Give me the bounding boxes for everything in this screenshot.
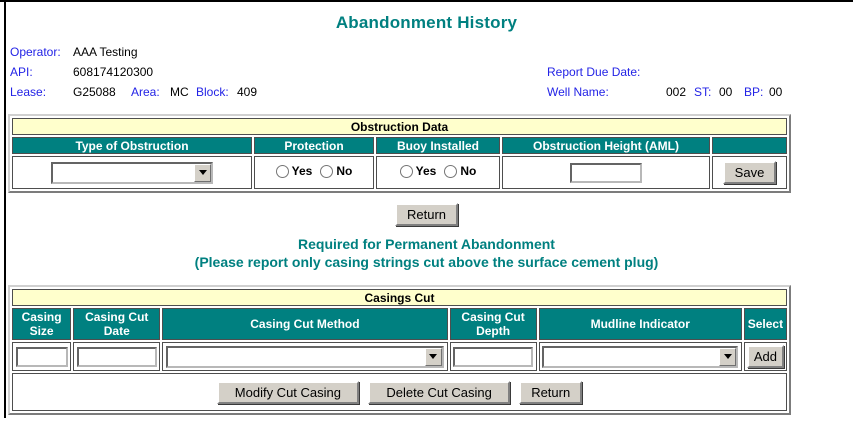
select-cell: Add (743, 342, 787, 371)
buoy-yes-radio[interactable] (399, 164, 413, 178)
obstruction-data-table: Obstruction Data Type of Obstruction Pro… (8, 114, 791, 193)
operator-value: AAA Testing (73, 45, 138, 59)
area-label: Area: (131, 85, 160, 99)
report-due-date-label: Report Due Date: (547, 65, 641, 79)
casing-cut-method-select[interactable] (167, 347, 442, 366)
delete-cut-casing-button[interactable]: Delete Cut Casing (368, 380, 510, 404)
buoy-no-radio[interactable] (444, 164, 458, 178)
protection-no-label[interactable]: No (336, 164, 353, 179)
save-cell: Save (712, 156, 787, 189)
st-value: 00 (719, 85, 733, 99)
casing-size-input[interactable] (15, 346, 68, 367)
operator-row: Operator: AAA Testing (10, 42, 853, 62)
col-header-type-of-obstruction: Type of Obstruction (12, 137, 252, 154)
obstruction-height-cell (502, 156, 710, 189)
return-row: Return (0, 203, 853, 226)
casing-cut-method-cell (162, 342, 448, 371)
page-title: Abandonment History (335, 13, 518, 32)
lease-label: Lease: (10, 85, 47, 99)
obstruction-table-title: Obstruction Data (12, 118, 787, 135)
add-button[interactable]: Add (746, 345, 784, 368)
col-header-casing-cut-date: Casing Cut Date (73, 308, 161, 340)
col-header-casing-cut-method: Casing Cut Method (162, 308, 448, 340)
col-header-obstruction-height: Obstruction Height (AML) (502, 137, 710, 154)
buoy-no-label[interactable]: No (460, 164, 477, 179)
col-header-protection: Protection (254, 137, 374, 154)
protection-no-radio[interactable] (320, 164, 334, 178)
frame-top-border (0, 0, 853, 2)
protection-yes-radio[interactable] (275, 164, 289, 178)
api-label: API: (10, 65, 33, 79)
buoy-radio-group: Yes No (399, 164, 476, 179)
lease-value: G25088 (73, 85, 116, 99)
casings-table-title: Casings Cut (12, 289, 787, 306)
casings-actions-cell: Modify Cut Casing Delete Cut Casing Retu… (12, 373, 787, 411)
protection-no-option[interactable]: No (320, 164, 352, 178)
type-of-obstruction-select[interactable] (53, 163, 211, 182)
obstruction-height-input[interactable] (570, 162, 642, 183)
area-value: MC (170, 85, 189, 99)
permanent-abandonment-notice: Required for Permanent Abandonment (Plea… (0, 235, 853, 271)
protection-cell: Yes No (254, 156, 374, 189)
abandonment-history-page: Abandonment History Operator: AAA Testin… (0, 13, 853, 415)
well-name-label: Well Name: (547, 85, 609, 99)
col-header-save (712, 137, 787, 154)
type-of-obstruction-select-box (51, 161, 213, 184)
api-value: 608174120300 (73, 65, 154, 79)
mudline-indicator-select[interactable] (544, 347, 737, 366)
col-header-select: Select (743, 308, 787, 340)
casing-cut-depth-cell (449, 342, 537, 371)
block-label: Block: (196, 85, 229, 99)
lease-row: Lease: G25088 Area: MC Block: 409 Well N… (10, 82, 853, 102)
well-info-header: Operator: AAA Testing API: 608174120300 … (10, 42, 853, 102)
bp-label: BP: (744, 85, 764, 99)
col-header-casing-size: Casing Size (12, 308, 72, 340)
notice-line1: Required for Permanent Abandonment (298, 236, 555, 252)
st-label: ST: (694, 85, 712, 99)
bp-value: 00 (769, 85, 783, 99)
casing-size-cell (12, 342, 72, 371)
api-row: API: 608174120300 Report Due Date: (10, 62, 853, 82)
return-button[interactable]: Return (394, 203, 459, 226)
modify-cut-casing-button[interactable]: Modify Cut Casing (216, 380, 359, 404)
casings-cut-table: Casings Cut Casing Size Casing Cut Date … (8, 285, 791, 415)
casing-cut-method-select-box (165, 345, 444, 368)
buoy-yes-option[interactable]: Yes (399, 164, 437, 179)
col-header-mudline-indicator: Mudline Indicator (538, 308, 742, 340)
casing-cut-date-input[interactable] (76, 346, 157, 367)
well-name-value: 002 (666, 85, 687, 99)
protection-yes-option[interactable]: Yes (275, 164, 313, 179)
casings-return-button[interactable]: Return (519, 380, 583, 404)
save-button[interactable]: Save (722, 161, 777, 184)
col-header-buoy-installed: Buoy Installed (376, 137, 500, 154)
mudline-indicator-select-box (542, 345, 739, 368)
frame-left-border (4, 0, 6, 418)
protection-yes-label[interactable]: Yes (291, 164, 313, 179)
col-header-casing-cut-depth: Casing Cut Depth (449, 308, 537, 340)
buoy-no-option[interactable]: No (444, 164, 476, 178)
operator-label: Operator: (10, 45, 61, 59)
buoy-yes-label[interactable]: Yes (415, 164, 437, 179)
buoy-installed-cell: Yes No (376, 156, 500, 189)
casing-cut-date-cell (73, 342, 161, 371)
protection-radio-group: Yes No (275, 164, 352, 179)
block-value: 409 (237, 85, 258, 99)
notice-line2: (Please report only casing strings cut a… (194, 254, 659, 270)
casing-cut-depth-input[interactable] (453, 346, 534, 367)
type-of-obstruction-cell (12, 156, 252, 189)
mudline-indicator-cell (538, 342, 742, 371)
